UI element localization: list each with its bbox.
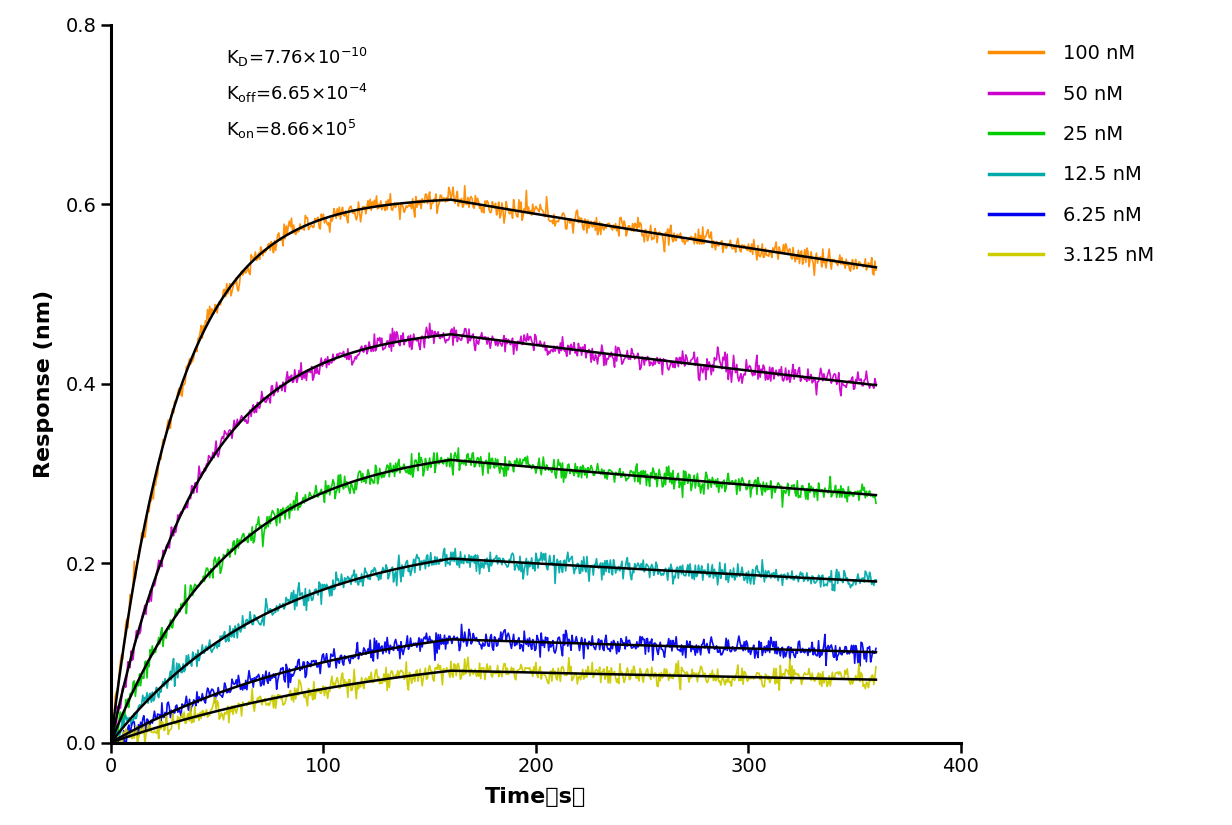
Legend: 100 nM, 50 nM, 25 nM, 12.5 nM, 6.25 nM, 3.125 nM: 100 nM, 50 nM, 25 nM, 12.5 nM, 6.25 nM, …: [979, 35, 1164, 275]
Text: K$_\mathrm{D}$=7.76×10$^{-10}$
K$_\mathrm{off}$=6.65×10$^{-4}$
K$_\mathrm{on}$=8: K$_\mathrm{D}$=7.76×10$^{-10}$ K$_\mathr…: [225, 46, 368, 141]
Y-axis label: Response (nm): Response (nm): [34, 290, 54, 478]
X-axis label: Time（s）: Time（s）: [485, 787, 586, 807]
